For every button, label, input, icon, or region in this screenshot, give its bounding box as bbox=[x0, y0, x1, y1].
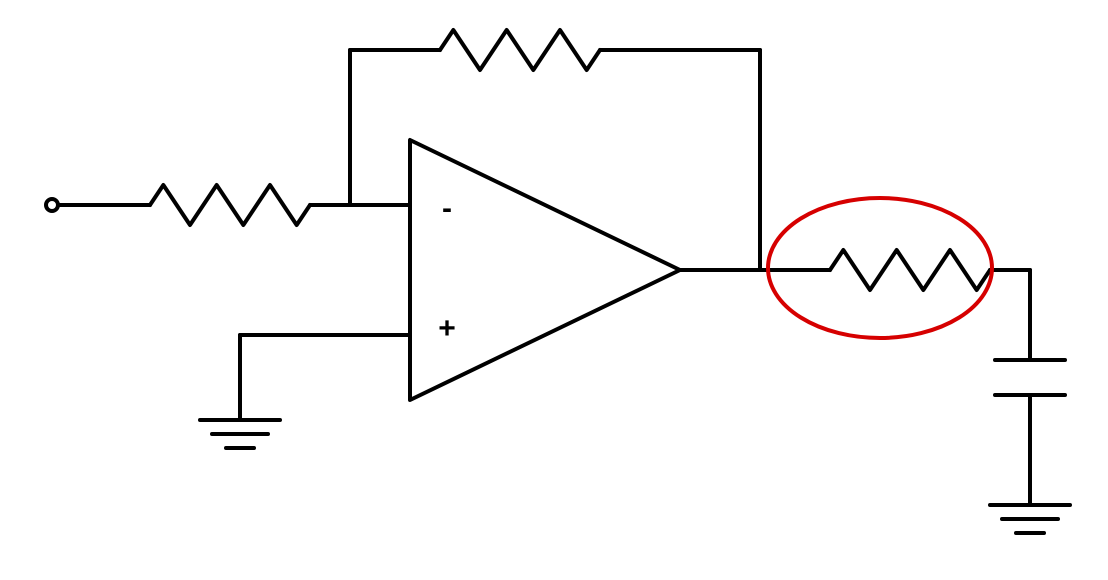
ground-noninverting bbox=[200, 420, 280, 448]
feedback-resistor bbox=[440, 30, 600, 70]
components-layer bbox=[46, 30, 1070, 533]
circuit-schematic: -+ bbox=[0, 0, 1108, 580]
opamp-plus-label: + bbox=[438, 312, 456, 345]
opamp-minus-label: - bbox=[442, 192, 452, 225]
input-terminal bbox=[46, 199, 58, 211]
load-capacitor bbox=[995, 360, 1065, 395]
input-resistor bbox=[150, 185, 310, 225]
op-amp bbox=[410, 140, 680, 400]
ground-output bbox=[990, 505, 1070, 533]
load-resistor bbox=[830, 250, 990, 290]
